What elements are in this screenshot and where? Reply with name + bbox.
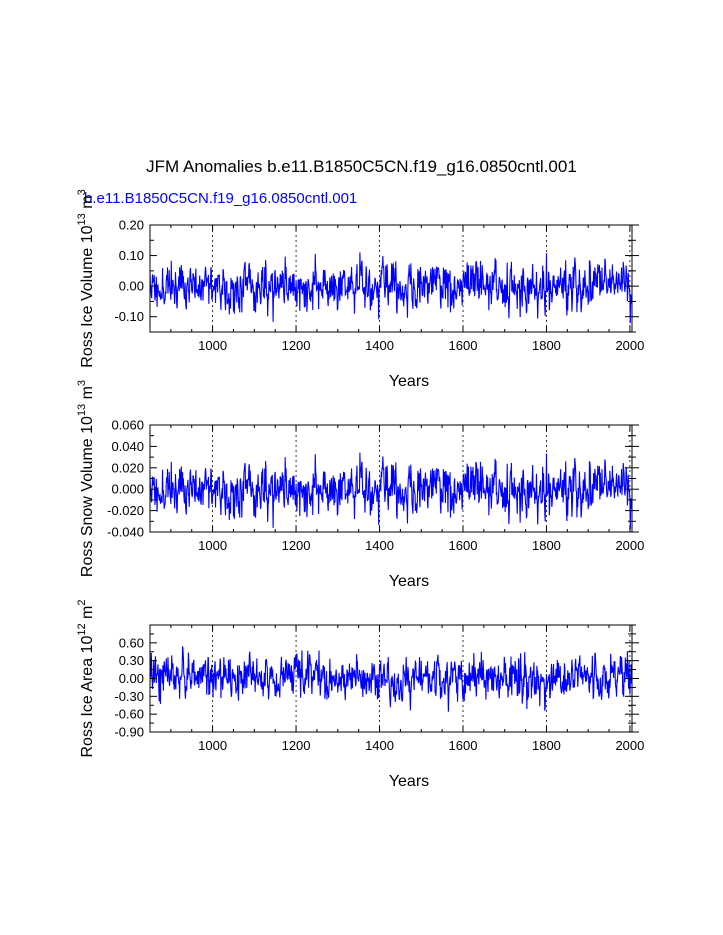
y-tick-label: 0.000 [111, 482, 144, 497]
y-axis-label-main: Ross Ice Volume 10 [79, 225, 96, 367]
y-tick-label: 0.30 [119, 653, 144, 668]
y-axis-label-exponent: 13 [76, 213, 88, 225]
x-axis-label: Years [389, 373, 429, 390]
x-tick-label: 1800 [532, 538, 561, 553]
y-axis-label-unit: m [79, 606, 96, 624]
x-tick-label: 1400 [365, 538, 394, 553]
panel-ross-snow-volume: 1000 1200 1400 1600 1800 2000 -0.040 -0.020 0.00… [76, 380, 644, 590]
y-tick-label: 0.10 [119, 248, 144, 263]
y-axis-label-unit-exponent: 2 [76, 600, 88, 606]
x-tick-label: 1800 [532, 738, 561, 753]
y-tick-label: -0.040 [107, 525, 144, 540]
x-tick-label: 1800 [532, 338, 561, 353]
x-tick-label: 1600 [449, 338, 478, 353]
y-tick-label: -0.90 [114, 725, 144, 740]
y-axis-label: Ross Ice Volume 1013 m3 [76, 189, 96, 367]
y-tick-label: 0.00 [119, 671, 144, 686]
x-axis-label: Years [389, 573, 429, 590]
y-tick-label: 0.60 [119, 635, 144, 650]
y-axis-label-unit: m [79, 195, 96, 213]
y-tick-label: 0.00 [119, 279, 144, 294]
x-tick-label: 2000 [615, 738, 644, 753]
x-tick-label: 1000 [198, 738, 227, 753]
x-axis-label: Years [389, 773, 429, 790]
y-tick-label: -0.30 [114, 689, 144, 704]
x-tick-label: 1400 [365, 738, 394, 753]
y-axis-label-main: Ross Snow Volume 10 [79, 416, 96, 577]
y-axis-label-main: Ross Ice Area 10 [79, 636, 96, 758]
x-tick-label: 1200 [282, 538, 311, 553]
x-tick-label: 2000 [615, 538, 644, 553]
y-tick-label: 0.060 [111, 418, 144, 433]
x-tick-label: 1200 [282, 338, 311, 353]
data-series-line [149, 646, 633, 712]
plot-frame [149, 224, 633, 333]
x-tick-label: 1200 [282, 738, 311, 753]
x-tick-label: 1600 [449, 738, 478, 753]
y-tick-label: -0.60 [114, 707, 144, 722]
y-axis-label-unit-exponent: 3 [76, 189, 88, 195]
y-axis-label: Ross Snow Volume 1013 m3 [76, 380, 96, 577]
x-tick-label: 1600 [449, 538, 478, 553]
y-tick-label: -0.10 [114, 309, 144, 324]
data-series-line [149, 252, 633, 324]
panel-ross-ice-volume: 1000 1200 1400 1600 1800 2000 -0.10 0.00 0.10 0.2… [76, 189, 644, 390]
x-tick-label: 1400 [365, 338, 394, 353]
y-axis-label-unit-exponent: 3 [76, 380, 88, 386]
x-tick-label: 1000 [198, 538, 227, 553]
panel-ross-ice-area: 1000 1200 1400 1600 1800 2000 -0.90 -0.60 -0.30 0… [76, 600, 644, 791]
y-axis-label-exponent: 12 [76, 623, 88, 635]
chart-title: JFM Anomalies b.e11.B1850C5CN.f19_g16.08… [146, 157, 577, 176]
y-tick-label: 0.20 [119, 218, 144, 233]
y-axis-label: Ross Ice Area 1012 m2 [76, 600, 96, 758]
y-tick-label: -0.020 [107, 503, 144, 518]
y-tick-label: 0.040 [111, 439, 144, 454]
x-tick-label: 2000 [615, 338, 644, 353]
y-tick-label: 0.020 [111, 460, 144, 475]
y-axis-label-unit: m [79, 386, 96, 404]
y-axis-label-exponent: 13 [76, 404, 88, 416]
case-label: b.e11.B1850C5CN.f19_g16.0850cntl.001 [84, 190, 358, 207]
data-series-line [149, 452, 633, 530]
x-tick-label: 1000 [198, 338, 227, 353]
